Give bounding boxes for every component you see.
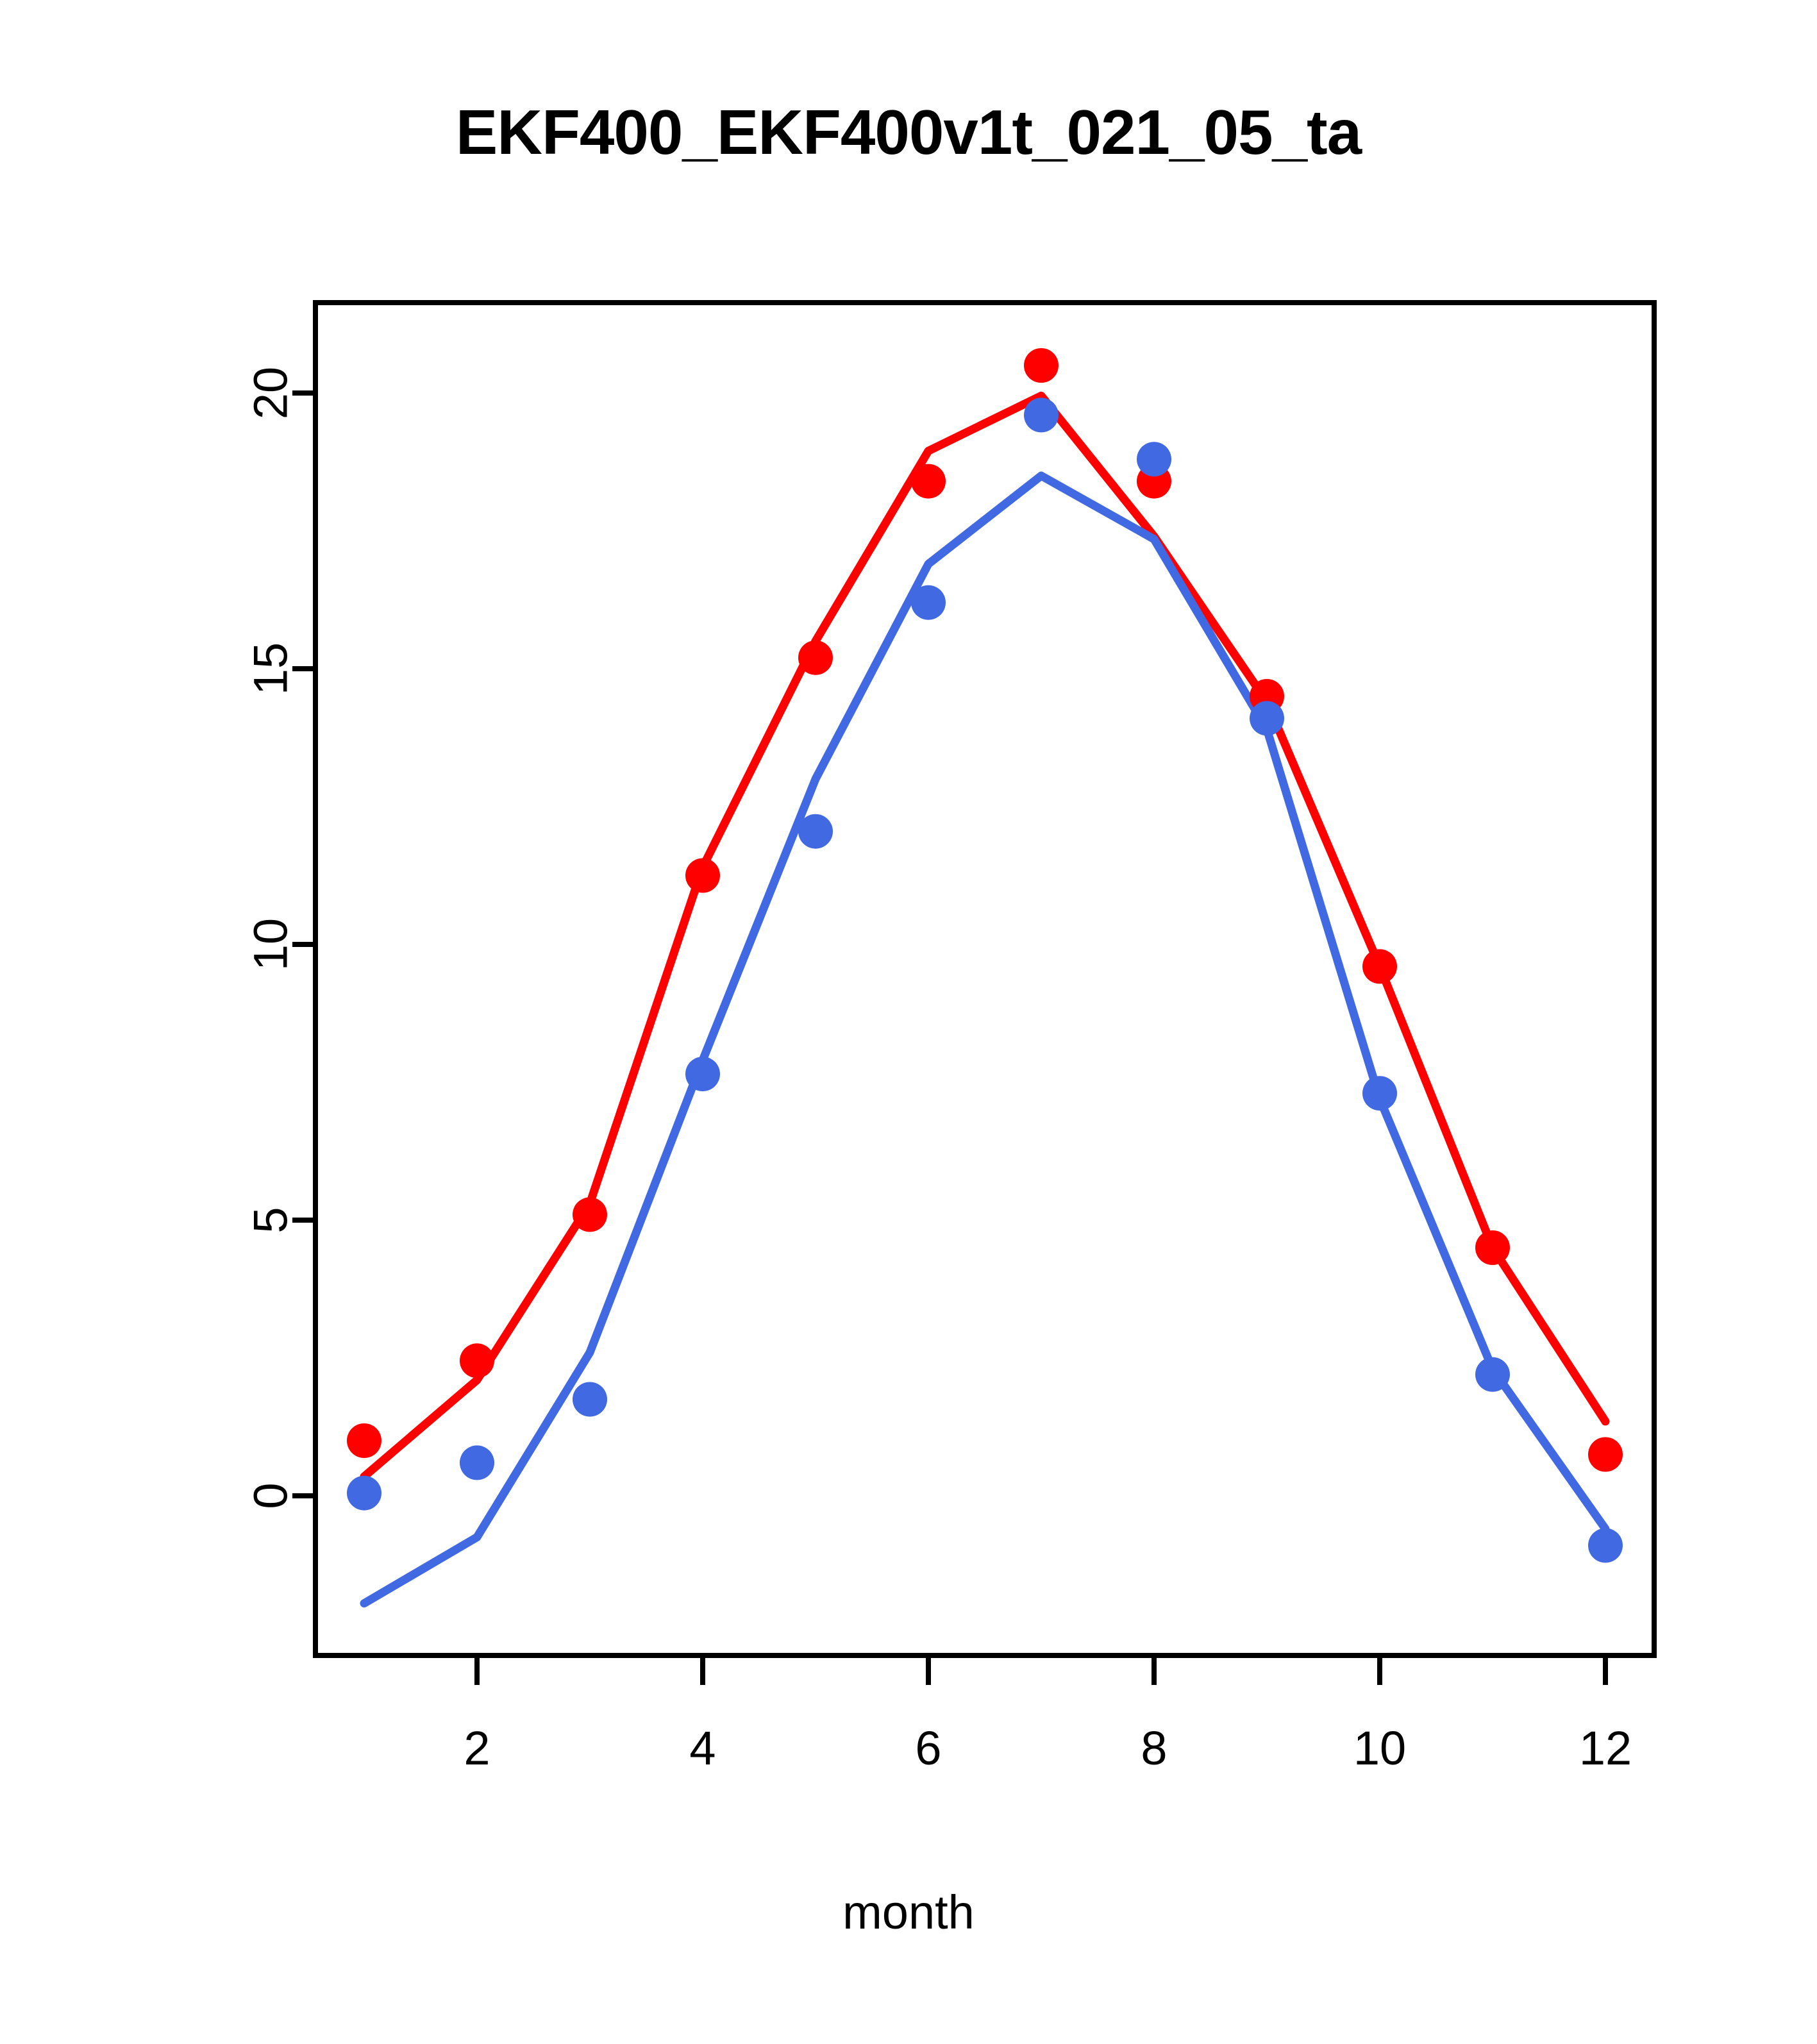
- x-axis-tick-label: 10: [1353, 1721, 1406, 1775]
- data-point-blue-points: [798, 814, 833, 849]
- y-axis-tick-label: 0: [244, 1482, 297, 1509]
- data-point-red-points: [1024, 348, 1059, 383]
- data-point-blue-points: [1475, 1357, 1510, 1392]
- data-point-blue-points: [1137, 442, 1171, 477]
- data-point-blue-points: [685, 1057, 720, 1092]
- data-point-red-points: [1475, 1230, 1510, 1265]
- data-point-blue-points: [460, 1445, 494, 1480]
- series-line-blue-line: [360, 471, 1610, 1608]
- data-point-red-points: [573, 1197, 607, 1232]
- x-axis-tick-label: 8: [1141, 1721, 1167, 1775]
- data-point-red-points: [911, 464, 946, 499]
- plot-frame: [313, 300, 1657, 1658]
- data-point-red-points: [798, 640, 833, 675]
- data-point-blue-points: [1250, 701, 1284, 736]
- x-axis-tick-label: 4: [689, 1721, 716, 1775]
- data-point-blue-points: [573, 1382, 607, 1417]
- data-point-blue-points: [347, 1475, 381, 1511]
- series-group: [347, 348, 1623, 1608]
- data-point-blue-points: [911, 585, 946, 620]
- data-point-red-points: [685, 858, 720, 893]
- data-point-red-points: [1588, 1437, 1623, 1472]
- page-title: EKF400_EKF400v1t_021_05_ta: [455, 97, 1362, 167]
- x-axis-label: month: [842, 1886, 975, 1939]
- data-point-blue-points: [1024, 398, 1059, 433]
- y-axis-tick-label: 10: [244, 918, 297, 971]
- x-axis-tick-label: 12: [1579, 1721, 1632, 1775]
- data-point-red-points: [1362, 949, 1397, 984]
- data-point-red-points: [460, 1343, 494, 1378]
- y-axis-tick-label: 20: [244, 367, 297, 419]
- data-point-red-points: [347, 1423, 381, 1458]
- y-axis-tick-label: 15: [244, 642, 297, 695]
- series-line-red-line: [360, 391, 1610, 1481]
- data-point-blue-points: [1362, 1076, 1397, 1111]
- x-axis-tick-label: 6: [915, 1721, 941, 1775]
- x-axis-tick-label: 2: [464, 1721, 490, 1775]
- data-point-blue-points: [1588, 1528, 1623, 1563]
- y-axis-tick-label: 5: [244, 1207, 297, 1233]
